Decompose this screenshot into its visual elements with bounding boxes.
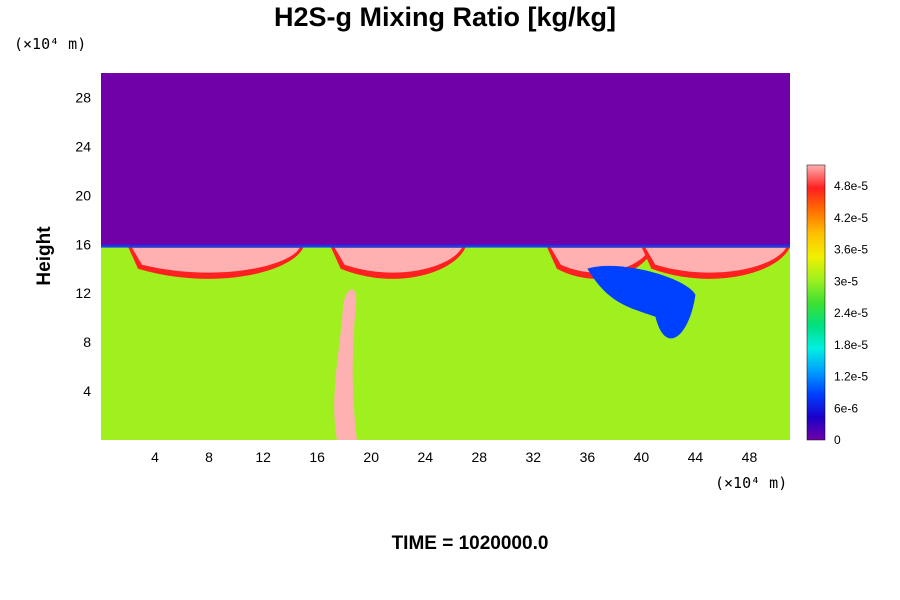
high-value-blob — [334, 247, 462, 273]
x-tick-label: 24 — [417, 449, 433, 465]
colorbar-tick-label: 4.2e-5 — [834, 211, 868, 225]
colorbar — [806, 164, 826, 441]
y-tick-label: 8 — [83, 334, 91, 350]
x-tick-label: 4 — [151, 449, 159, 465]
y-axis-unit-label: (×10⁴ m) — [14, 35, 86, 53]
y-tick-label: 24 — [75, 138, 91, 154]
colorbar-tick-label: 3.6e-5 — [834, 243, 868, 257]
x-tick-label: 20 — [363, 449, 379, 465]
colorbar-tick-label: 0 — [834, 433, 841, 447]
heatmap-plot-area — [101, 73, 790, 440]
heatmap-features — [101, 244, 790, 440]
x-axis-unit-label: (×10⁴ m) — [715, 474, 787, 492]
x-tick-label: 28 — [471, 449, 487, 465]
low-value-intrusion — [587, 265, 696, 339]
y-tick-label: 4 — [83, 383, 91, 399]
x-axis-ticks: 4 8 12 16 20 24 28 32 36 40 44 48 — [151, 449, 757, 465]
colorbar-tick-label: 6e-6 — [834, 401, 858, 415]
colorbar-ticks: 0 6e-6 1.2e-5 1.8e-5 2.4e-5 3e-5 3.6e-5 4.2e-5 4… — [834, 179, 868, 447]
y-tick-label: 20 — [75, 187, 91, 203]
y-tick-label: 28 — [75, 89, 91, 105]
high-value-blob — [645, 247, 786, 273]
time-label: TIME = 1020000.0 — [392, 533, 549, 554]
y-axis-ticks: 4 8 12 16 20 24 28 — [75, 89, 91, 399]
high-value-blob — [132, 247, 300, 273]
colorbar-tick-label: 1.2e-5 — [834, 370, 868, 384]
colorbar-tick-label: 2.4e-5 — [834, 306, 868, 320]
x-tick-label: 44 — [688, 449, 704, 465]
x-tick-label: 32 — [526, 449, 542, 465]
chart-title: H2S-g Mixing Ratio [kg/kg] — [274, 2, 616, 32]
x-tick-label: 40 — [634, 449, 650, 465]
colorbar-tick-label: 4.8e-5 — [834, 179, 868, 193]
colorbar-tick-label: 3e-5 — [834, 274, 858, 288]
interface-edge — [101, 244, 790, 248]
x-tick-label: 16 — [309, 449, 325, 465]
x-tick-label: 48 — [742, 449, 758, 465]
y-tick-label: 12 — [75, 285, 91, 301]
colorbar-tick-label: 1.8e-5 — [834, 338, 868, 352]
x-tick-label: 36 — [580, 449, 596, 465]
x-tick-label: 12 — [255, 449, 271, 465]
y-axis-label: Height — [34, 226, 55, 286]
x-tick-label: 8 — [205, 449, 213, 465]
high-value-blob — [550, 247, 651, 273]
y-tick-label: 16 — [75, 236, 91, 252]
plume-feature — [334, 289, 357, 440]
heatmap-upper-layer — [101, 73, 790, 247]
